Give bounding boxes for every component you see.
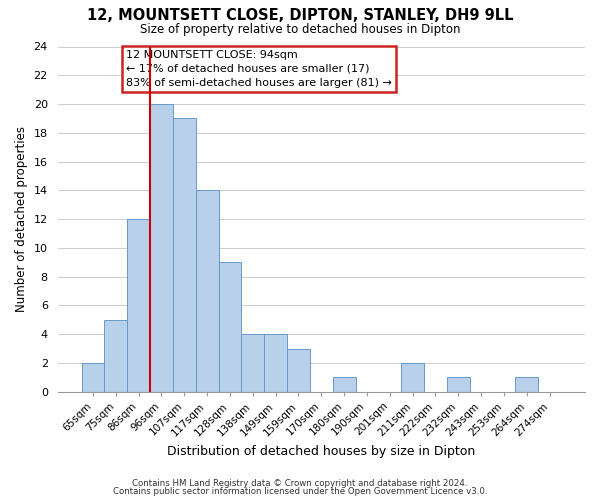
Bar: [218, 262, 241, 392]
Bar: [287, 348, 310, 392]
Bar: [104, 320, 127, 392]
Bar: [447, 378, 470, 392]
Text: Contains public sector information licensed under the Open Government Licence v3: Contains public sector information licen…: [113, 487, 487, 496]
Bar: [127, 219, 150, 392]
X-axis label: Distribution of detached houses by size in Dipton: Distribution of detached houses by size …: [167, 444, 475, 458]
Bar: [196, 190, 218, 392]
Bar: [332, 378, 356, 392]
Bar: [401, 363, 424, 392]
Bar: [264, 334, 287, 392]
Text: Contains HM Land Registry data © Crown copyright and database right 2024.: Contains HM Land Registry data © Crown c…: [132, 478, 468, 488]
Bar: [241, 334, 264, 392]
Text: 12, MOUNTSETT CLOSE, DIPTON, STANLEY, DH9 9LL: 12, MOUNTSETT CLOSE, DIPTON, STANLEY, DH…: [87, 8, 513, 22]
Bar: [150, 104, 173, 392]
Bar: [515, 378, 538, 392]
Text: Size of property relative to detached houses in Dipton: Size of property relative to detached ho…: [140, 22, 460, 36]
Bar: [173, 118, 196, 392]
Bar: [82, 363, 104, 392]
Text: 12 MOUNTSETT CLOSE: 94sqm
← 17% of detached houses are smaller (17)
83% of semi-: 12 MOUNTSETT CLOSE: 94sqm ← 17% of detac…: [126, 50, 392, 88]
Y-axis label: Number of detached properties: Number of detached properties: [15, 126, 28, 312]
